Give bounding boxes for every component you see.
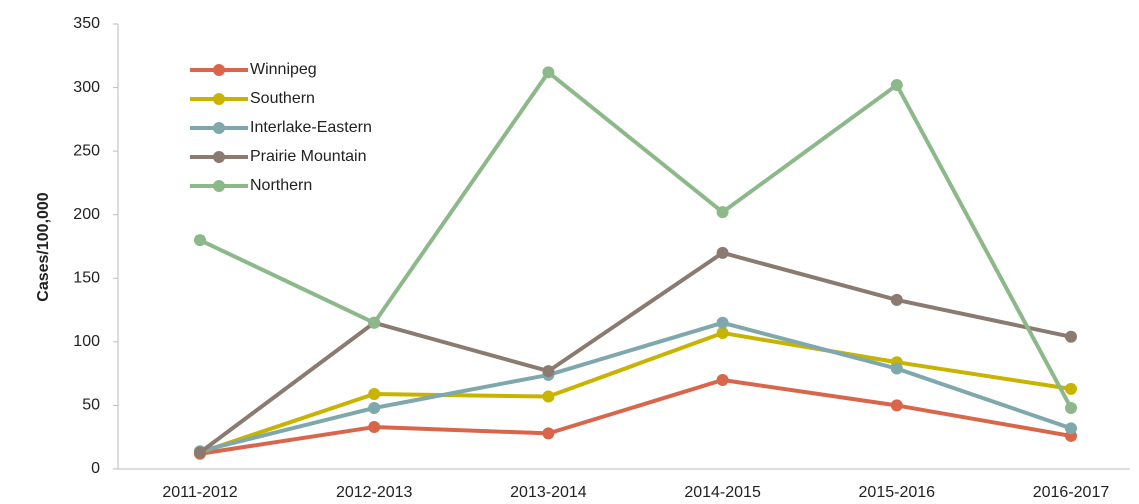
point	[890, 362, 903, 375]
point	[194, 446, 206, 459]
point	[368, 316, 381, 329]
point	[890, 399, 903, 412]
legend-marker	[213, 151, 225, 163]
point	[716, 246, 729, 259]
line	[199, 320, 1072, 454]
legend-label: Interlake-Eastern	[250, 119, 372, 136]
y-tick-label: 100	[73, 333, 100, 350]
point	[368, 421, 381, 434]
legend-marker	[213, 64, 225, 76]
x-tick-label: 2014-2015	[684, 484, 761, 501]
y-tick-label: 300	[73, 79, 100, 96]
legend-marker	[213, 122, 225, 134]
legend-marker	[213, 180, 225, 192]
point	[716, 326, 729, 339]
legend-label: Northern	[250, 177, 312, 194]
y-tick-label: 50	[82, 397, 100, 414]
x-tick-label: 2013-2014	[510, 484, 587, 501]
point	[716, 316, 729, 329]
point	[1065, 330, 1077, 343]
legend-marker	[213, 93, 225, 105]
point	[542, 365, 555, 378]
point	[368, 387, 381, 400]
x-tick-label: 2011-2012	[162, 484, 237, 501]
point	[542, 427, 555, 440]
x-tick-label: 2015-2016	[859, 484, 936, 501]
point	[716, 374, 729, 386]
point	[890, 293, 903, 306]
legend-label: Southern	[250, 90, 315, 107]
line	[199, 378, 1072, 456]
point	[1065, 401, 1077, 414]
line	[199, 70, 1073, 409]
line	[198, 250, 1072, 455]
point	[542, 66, 555, 79]
point	[368, 401, 381, 414]
point	[1065, 382, 1077, 395]
y-tick-label: 150	[73, 270, 100, 287]
x-tick-label: 2012-2013	[336, 484, 413, 501]
point	[890, 79, 903, 92]
point	[542, 390, 555, 403]
point	[194, 234, 206, 247]
y-tick-label: 350	[73, 15, 100, 32]
legend-label: Winnipeg	[250, 61, 317, 78]
y-axis-label: Cases/100,000	[35, 192, 52, 302]
point	[1065, 422, 1077, 435]
y-tick-label: 200	[73, 206, 100, 223]
y-tick-label: 250	[73, 142, 100, 159]
line	[199, 330, 1072, 455]
point	[716, 206, 729, 219]
x-tick-label: 2016-2017	[1033, 484, 1110, 501]
y-tick-label: 0	[91, 460, 100, 477]
legend-label: Prairie Mountain	[250, 148, 367, 165]
